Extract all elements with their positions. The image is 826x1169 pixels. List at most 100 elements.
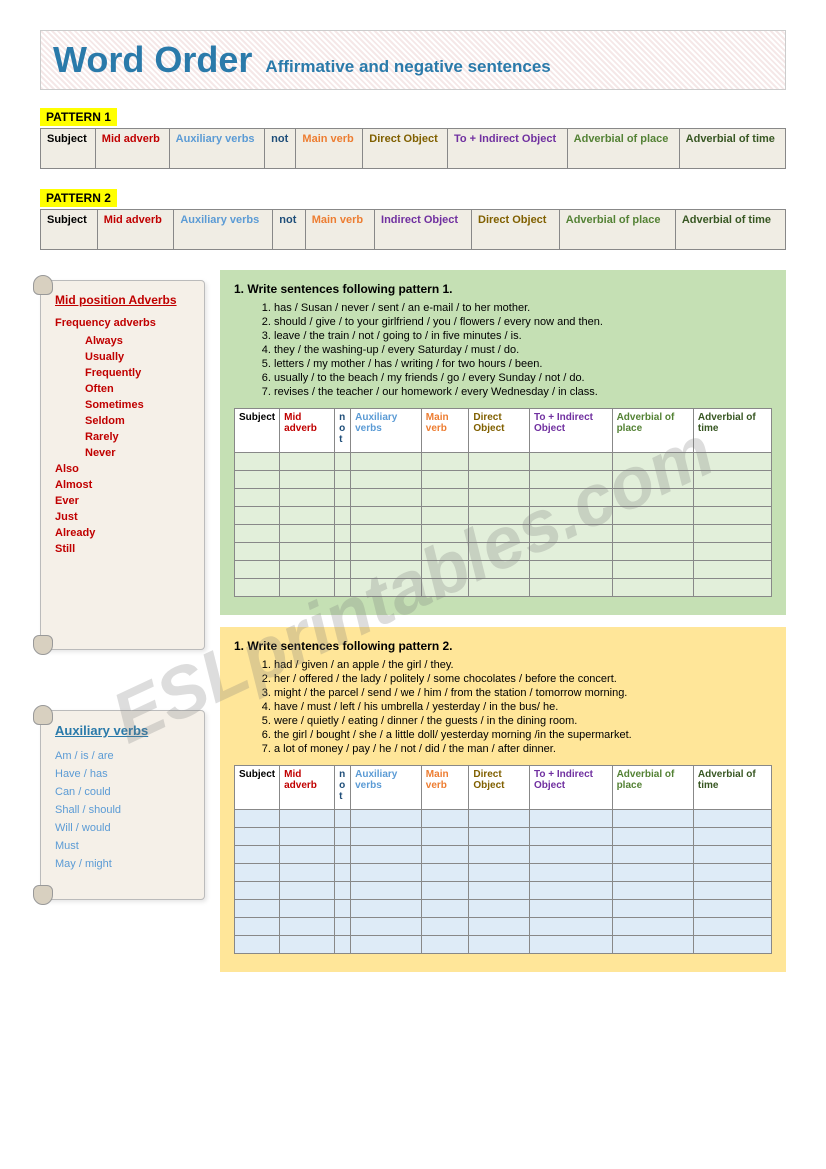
answer-cell[interactable] (530, 864, 613, 882)
answer-cell[interactable] (421, 543, 469, 561)
answer-cell[interactable] (351, 561, 422, 579)
answer-cell[interactable] (421, 525, 469, 543)
answer-cell[interactable] (421, 864, 469, 882)
answer-cell[interactable] (469, 471, 530, 489)
answer-cell[interactable] (235, 918, 280, 936)
answer-cell[interactable] (693, 561, 771, 579)
answer-cell[interactable] (335, 579, 351, 597)
answer-cell[interactable] (421, 882, 469, 900)
answer-cell[interactable] (351, 471, 422, 489)
answer-cell[interactable] (421, 900, 469, 918)
answer-cell[interactable] (351, 525, 422, 543)
answer-cell[interactable] (421, 471, 469, 489)
answer-cell[interactable] (693, 453, 771, 471)
answer-cell[interactable] (235, 525, 280, 543)
answer-cell[interactable] (530, 846, 613, 864)
answer-cell[interactable] (351, 543, 422, 561)
answer-cell[interactable] (280, 525, 335, 543)
answer-cell[interactable] (530, 810, 613, 828)
answer-cell[interactable] (612, 864, 693, 882)
answer-cell[interactable] (612, 453, 693, 471)
answer-cell[interactable] (469, 864, 530, 882)
answer-cell[interactable] (530, 882, 613, 900)
answer-cell[interactable] (693, 918, 771, 936)
answer-cell[interactable] (351, 579, 422, 597)
answer-cell[interactable] (235, 936, 280, 954)
answer-cell[interactable] (335, 561, 351, 579)
answer-cell[interactable] (612, 882, 693, 900)
answer-cell[interactable] (280, 846, 335, 864)
answer-cell[interactable] (612, 507, 693, 525)
answer-cell[interactable] (351, 846, 422, 864)
answer-cell[interactable] (421, 918, 469, 936)
answer-cell[interactable] (280, 936, 335, 954)
answer-cell[interactable] (693, 579, 771, 597)
answer-cell[interactable] (335, 471, 351, 489)
answer-cell[interactable] (530, 828, 613, 846)
answer-cell[interactable] (469, 579, 530, 597)
answer-cell[interactable] (693, 525, 771, 543)
answer-cell[interactable] (612, 561, 693, 579)
answer-cell[interactable] (612, 579, 693, 597)
answer-cell[interactable] (280, 453, 335, 471)
answer-cell[interactable] (335, 525, 351, 543)
answer-cell[interactable] (335, 918, 351, 936)
answer-cell[interactable] (280, 507, 335, 525)
answer-cell[interactable] (335, 489, 351, 507)
answer-cell[interactable] (280, 828, 335, 846)
answer-cell[interactable] (693, 936, 771, 954)
answer-cell[interactable] (530, 507, 613, 525)
answer-cell[interactable] (280, 543, 335, 561)
answer-cell[interactable] (469, 561, 530, 579)
answer-cell[interactable] (693, 489, 771, 507)
answer-cell[interactable] (421, 489, 469, 507)
answer-cell[interactable] (421, 828, 469, 846)
answer-cell[interactable] (280, 882, 335, 900)
answer-cell[interactable] (693, 471, 771, 489)
answer-cell[interactable] (530, 561, 613, 579)
answer-cell[interactable] (530, 471, 613, 489)
answer-cell[interactable] (351, 810, 422, 828)
answer-cell[interactable] (612, 471, 693, 489)
answer-cell[interactable] (693, 507, 771, 525)
answer-cell[interactable] (469, 936, 530, 954)
answer-cell[interactable] (280, 471, 335, 489)
answer-cell[interactable] (280, 810, 335, 828)
answer-cell[interactable] (280, 864, 335, 882)
answer-cell[interactable] (351, 489, 422, 507)
answer-cell[interactable] (421, 453, 469, 471)
answer-cell[interactable] (421, 810, 469, 828)
answer-cell[interactable] (335, 846, 351, 864)
answer-cell[interactable] (335, 810, 351, 828)
answer-cell[interactable] (469, 918, 530, 936)
answer-cell[interactable] (351, 882, 422, 900)
answer-cell[interactable] (469, 846, 530, 864)
answer-cell[interactable] (469, 453, 530, 471)
answer-cell[interactable] (235, 471, 280, 489)
answer-cell[interactable] (612, 846, 693, 864)
answer-cell[interactable] (693, 846, 771, 864)
answer-cell[interactable] (335, 936, 351, 954)
answer-cell[interactable] (235, 453, 280, 471)
answer-cell[interactable] (421, 561, 469, 579)
answer-cell[interactable] (469, 507, 530, 525)
answer-cell[interactable] (235, 900, 280, 918)
answer-cell[interactable] (351, 864, 422, 882)
answer-cell[interactable] (235, 489, 280, 507)
answer-cell[interactable] (612, 936, 693, 954)
answer-cell[interactable] (235, 507, 280, 525)
answer-cell[interactable] (469, 543, 530, 561)
answer-cell[interactable] (335, 507, 351, 525)
answer-cell[interactable] (335, 543, 351, 561)
answer-cell[interactable] (693, 810, 771, 828)
answer-cell[interactable] (280, 489, 335, 507)
answer-cell[interactable] (235, 543, 280, 561)
answer-cell[interactable] (612, 810, 693, 828)
answer-cell[interactable] (612, 918, 693, 936)
answer-cell[interactable] (351, 900, 422, 918)
answer-cell[interactable] (612, 489, 693, 507)
answer-cell[interactable] (421, 936, 469, 954)
answer-cell[interactable] (280, 918, 335, 936)
answer-cell[interactable] (469, 525, 530, 543)
answer-cell[interactable] (421, 579, 469, 597)
